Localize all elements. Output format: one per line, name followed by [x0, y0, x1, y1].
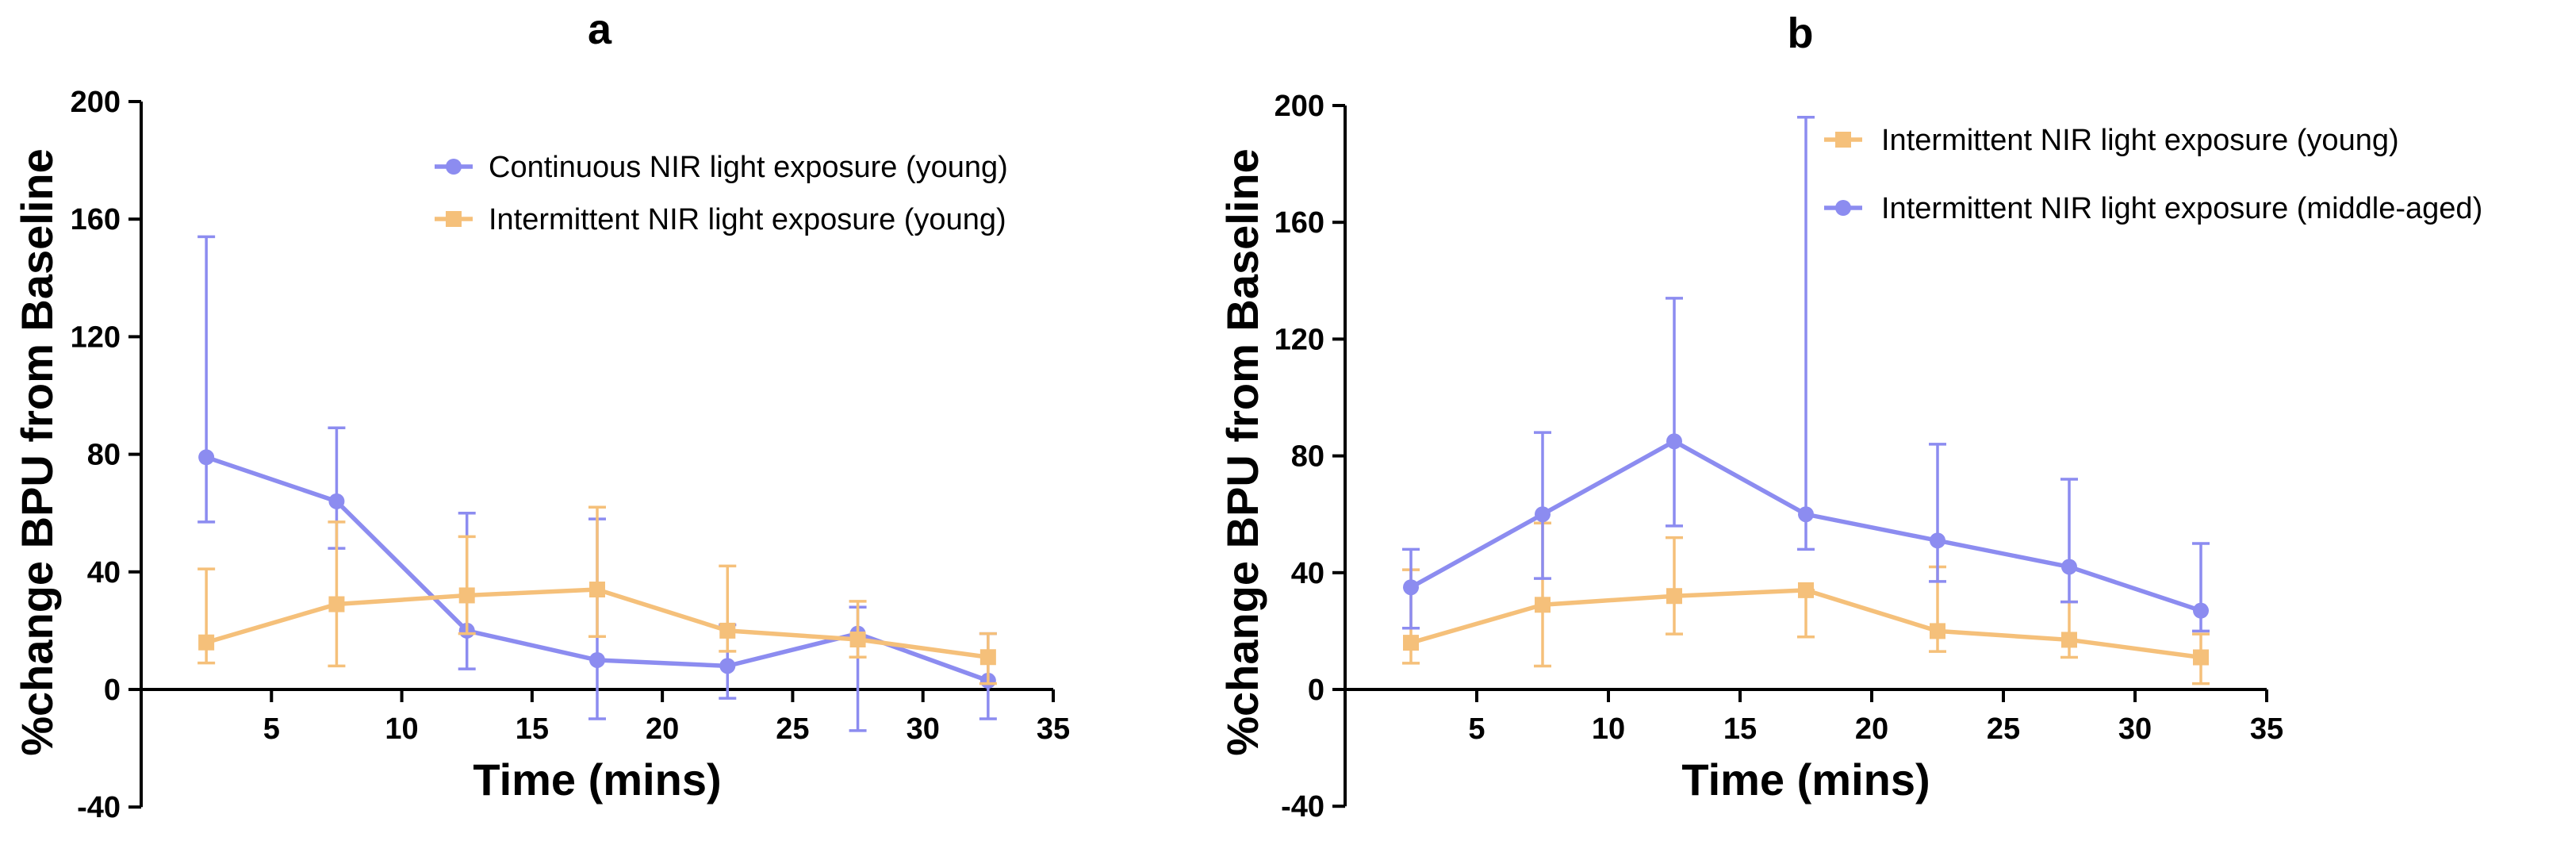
data-point [589, 651, 605, 668]
data-point [589, 582, 605, 598]
panel-letter: a [588, 6, 612, 53]
x-axis-title: Time (mins) [473, 755, 721, 805]
legend-swatch-marker [446, 159, 462, 175]
series-0 [197, 235, 997, 732]
x-tick-label: 10 [1592, 712, 1625, 746]
legend-swatch-marker [1835, 200, 1851, 216]
y-tick-label: 0 [104, 674, 121, 707]
y-tick-label: -40 [77, 791, 121, 824]
y-tick-label: 40 [87, 556, 121, 589]
x-tick-label: 15 [516, 712, 549, 746]
data-point [1666, 588, 1682, 605]
panel-b: b -40 0 40 80 120 160 200 5 10 15 20 25 30 35 Time (min… [1217, 10, 2482, 824]
legend-entry: Continuous NIR light exposure (young) [435, 151, 1008, 184]
x-tick-label: 35 [2250, 712, 2283, 746]
legend-label: Intermittent NIR light exposure (middle-… [1881, 192, 2482, 225]
data-point [719, 658, 736, 674]
y-tick-label: 120 [1275, 323, 1324, 356]
x-tick-label: 25 [1987, 712, 2020, 746]
x-tick-label: 5 [263, 712, 280, 746]
y-tick-label: 200 [71, 86, 121, 119]
x-tick-label: 30 [907, 712, 940, 746]
data-point [328, 596, 345, 613]
x-tick-label: 35 [1037, 712, 1070, 746]
data-point [1403, 579, 1419, 596]
data-point [1535, 506, 1551, 523]
data-point [719, 622, 736, 639]
data-point [1798, 582, 1814, 598]
y-tick-label: 200 [1275, 90, 1324, 123]
x-tick-label: 25 [776, 712, 809, 746]
series-1 [1402, 115, 2210, 633]
series-1 [197, 505, 997, 685]
data-point [2193, 602, 2209, 619]
data-point [1930, 623, 1945, 639]
x-tick-label: 30 [2118, 712, 2152, 746]
legend-label: Intermittent NIR light exposure (young) [1881, 124, 2399, 157]
y-tick-label: -40 [1281, 790, 1324, 824]
legend-swatch-marker [446, 211, 462, 227]
data-point [1798, 506, 1814, 523]
x-tick-label: 20 [1855, 712, 1888, 746]
x-tick-label: 10 [385, 712, 418, 746]
data-point [849, 632, 866, 648]
data-point [2061, 559, 2077, 575]
data-point [458, 587, 475, 604]
panel-letter: b [1788, 10, 1814, 57]
data-point [2193, 649, 2209, 666]
y-tick-label: 40 [1291, 557, 1324, 590]
panel-a: a -40 0 40 80 120 160 200 5 10 15 20 25 30 35 Time (min… [12, 6, 1070, 824]
y-tick-label: 80 [1291, 440, 1324, 474]
y-tick-label: 120 [71, 321, 121, 354]
y-tick-label: 160 [71, 203, 121, 236]
legend-swatch-marker [1835, 132, 1851, 148]
legend-entry: Intermittent NIR light exposure (young) [435, 203, 1006, 236]
y-tick-label: 80 [87, 439, 121, 472]
data-point [1666, 433, 1682, 450]
x-tick-label: 15 [1723, 712, 1757, 746]
data-point [2061, 632, 2077, 648]
y-tick-label: 0 [1308, 674, 1324, 707]
data-point [1930, 532, 1945, 549]
data-point [1535, 597, 1551, 613]
data-point [198, 634, 215, 651]
data-point [198, 449, 215, 466]
y-axis-title: %change BPU from Baseline [12, 148, 62, 756]
y-axis-title: %change BPU from Baseline [1217, 148, 1267, 756]
data-point [1403, 635, 1419, 651]
x-tick-label: 20 [646, 712, 679, 746]
x-axis-title: Time (mins) [1681, 755, 1930, 805]
legend-entry: Intermittent NIR light exposure (young) [1824, 124, 2399, 157]
legend-label: Continuous NIR light exposure (young) [489, 151, 1008, 184]
data-point [979, 649, 996, 666]
x-tick-label: 5 [1468, 712, 1485, 746]
y-tick-label: 160 [1275, 206, 1324, 240]
legend-label: Intermittent NIR light exposure (young) [489, 203, 1006, 236]
legend-entry: Intermittent NIR light exposure (middle-… [1824, 192, 2482, 225]
data-point [328, 493, 345, 509]
